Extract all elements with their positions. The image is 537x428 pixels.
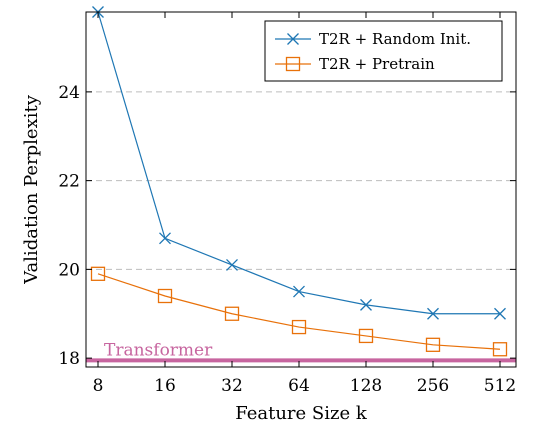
- data-point: [159, 232, 171, 245]
- legend-marker: [285, 56, 301, 72]
- legend: T2R + Random Init. T2R + Pretrain: [264, 20, 503, 82]
- legend-label: T2R + Pretrain: [319, 55, 435, 73]
- x-tick-label: 256: [417, 376, 449, 396]
- x-axis-label: Feature Size k: [235, 403, 368, 424]
- series-layer: [90, 6, 508, 357]
- data-point: [358, 328, 374, 344]
- data-point: [492, 342, 508, 357]
- y-tick-label: 18: [58, 349, 80, 369]
- legend-marker: [287, 33, 299, 45]
- grid-lines: [86, 91, 516, 270]
- data-point: [90, 266, 106, 281]
- data-point: [293, 285, 305, 298]
- data-point: [224, 306, 240, 321]
- x-tick-label: 64: [288, 376, 310, 396]
- y-axis-label: Validation Perplexity: [21, 94, 42, 285]
- transformer-reference-label: Transformer: [104, 340, 213, 360]
- series-line: [97, 273, 501, 350]
- plot-frame: [85, 11, 517, 368]
- data-point: [291, 319, 307, 335]
- x-tick-label: 512: [484, 376, 516, 396]
- x-tick-label: 8: [93, 376, 104, 396]
- data-point: [494, 307, 506, 320]
- data-point: [427, 307, 439, 320]
- data-point: [157, 288, 173, 304]
- axis-ticks: 18 20 22 24 8 16 32 64 128 256 512: [58, 12, 516, 396]
- y-tick-label: 20: [58, 260, 80, 280]
- series-2: [90, 266, 508, 357]
- x-tick-label: 32: [221, 376, 243, 396]
- y-tick-label: 24: [58, 83, 80, 103]
- legend-box: [264, 20, 503, 82]
- reference-line-group: Transformer: [86, 340, 516, 363]
- data-point: [226, 258, 238, 271]
- x-tick-label: 128: [350, 376, 382, 396]
- data-point: [425, 337, 441, 352]
- legend-label: T2R + Random Init.: [319, 30, 471, 48]
- y-tick-label: 22: [58, 172, 80, 192]
- x-tick-label: 16: [154, 376, 176, 396]
- data-point: [360, 298, 372, 311]
- series-1: [92, 6, 506, 320]
